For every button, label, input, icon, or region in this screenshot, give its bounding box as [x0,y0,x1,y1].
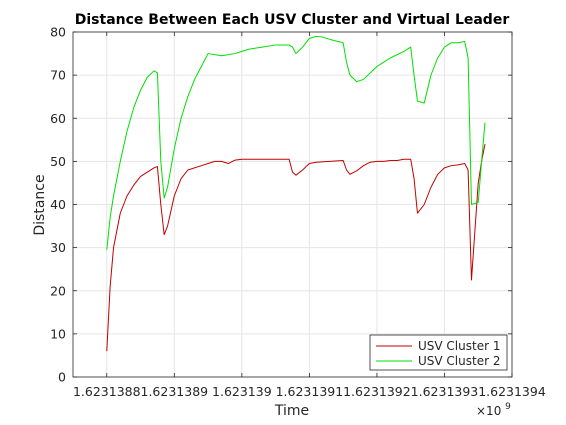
y-tick-label: 20 [50,283,66,298]
y-tick-label: 70 [50,68,66,83]
x-tick-label: 1.6231392 [343,384,411,399]
x-axis-label: Time [274,403,309,419]
y-tick-label: 10 [50,326,66,341]
legend-label-usv-cluster-1: USV Cluster 1 [418,339,500,353]
x-tick-label: 1.6231388 [73,384,141,399]
x-tick-label: 1.6231391 [276,384,344,399]
legend: USV Cluster 1 USV Cluster 2 [370,335,507,370]
chart-title: Distance Between Each USV Cluster and Vi… [75,12,510,28]
y-tick-label: 80 [50,25,66,40]
x-tick-label: 1.6231393 [411,384,479,399]
x-axis-exponent-base: ×10 [476,404,501,418]
x-axis-exponent-power: 9 [505,402,511,412]
x-tick-label: 1.623139 [212,384,272,399]
x-tick-label: 1.6231394 [478,384,546,399]
y-tick-label: 50 [50,154,66,169]
x-tick-label: 1.6231389 [141,384,209,399]
y-axis-label: Distance [32,174,48,235]
y-tick-label: 60 [50,111,66,126]
y-tick-label: 30 [50,240,66,255]
y-tick-label: 40 [50,197,66,212]
legend-label-usv-cluster-2: USV Cluster 2 [418,354,500,368]
y-tick-label: 0 [58,370,66,385]
